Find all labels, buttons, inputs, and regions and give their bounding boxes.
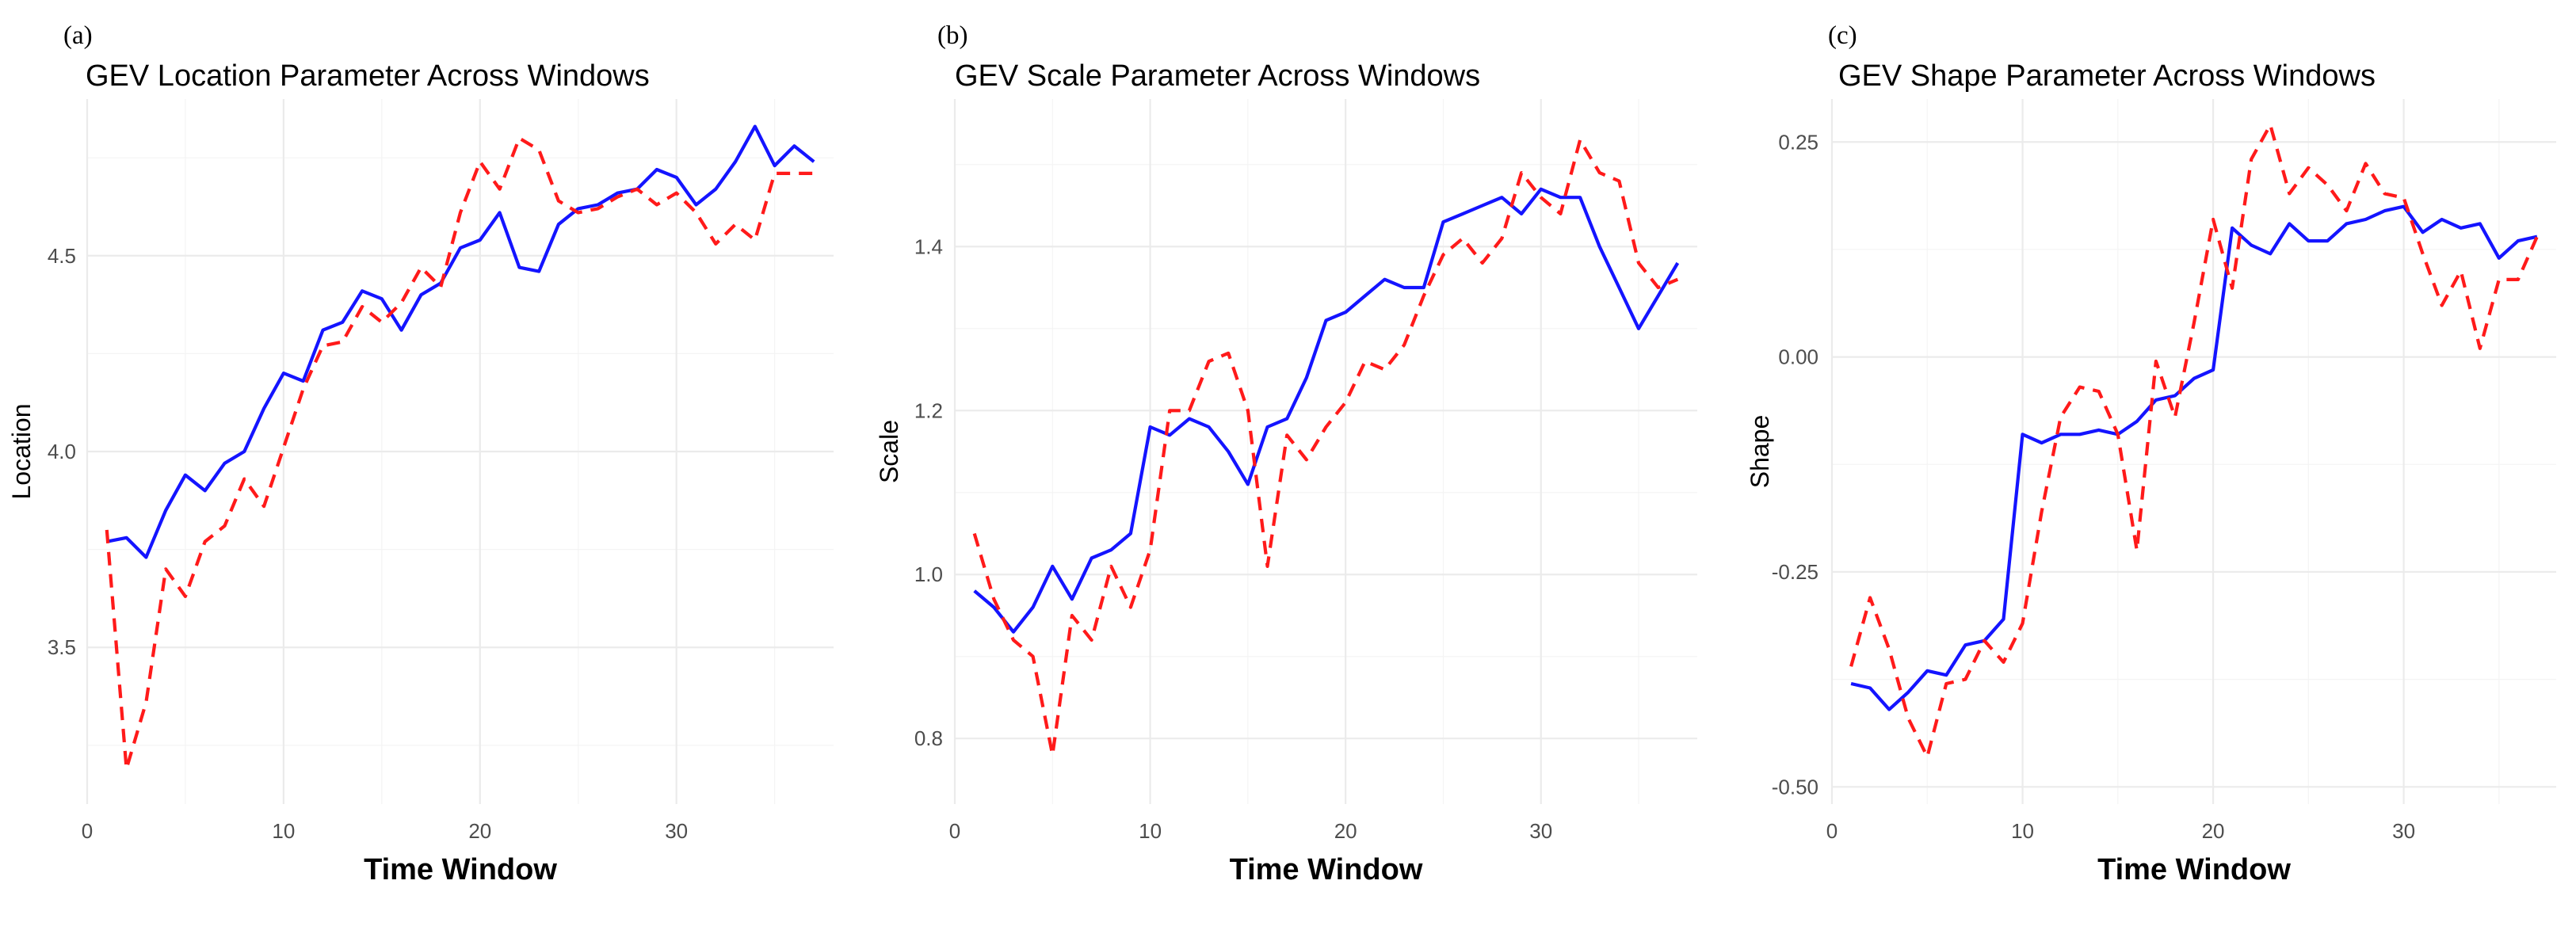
series-line-solid <box>973 187 1680 634</box>
y-tick-label: 3.5 <box>48 635 76 659</box>
x-tick-label: 10 <box>1139 819 1162 843</box>
panel-label: (b) <box>937 21 967 50</box>
y-tick-label: 1.0 <box>914 562 943 586</box>
y-axis-title: Location <box>7 404 36 500</box>
y-tick-label: 4.0 <box>48 440 76 463</box>
panel-label: (a) <box>63 21 93 50</box>
x-tick-label: 30 <box>1529 819 1552 843</box>
series-line-solid <box>1850 204 2538 711</box>
x-tick-label: 30 <box>665 819 688 843</box>
y-axis-title: Scale <box>875 420 903 483</box>
x-tick-label: 0 <box>949 819 960 843</box>
x-axis-title: Time Window <box>2097 853 2291 886</box>
series-line-dashed <box>1849 123 2539 759</box>
chart-panel-3: 0 10 20 30 -0.50 -0.25 0.00 0.25 (c) GEV Shape Pa… <box>1746 21 2556 886</box>
y-tick-label: -0.25 <box>1772 560 1818 584</box>
chart-panel-1: 0 10 20 30 3.5 4.0 4.5 (a) GEV Location Paramete… <box>7 21 834 886</box>
y-tick-label: 1.4 <box>914 234 943 258</box>
x-tick-label: 20 <box>2202 819 2225 843</box>
x-axis-title: Time Window <box>1230 853 1423 886</box>
chart-panel-2: 0 10 20 30 0.8 1.0 1.2 1.4 (b) GEV Scale Paramete… <box>875 21 1697 886</box>
x-tick-label: 0 <box>1826 819 1838 843</box>
series-line-solid <box>106 124 815 559</box>
x-tick-label: 10 <box>2011 819 2034 843</box>
y-tick-label: 0.25 <box>1778 130 1818 154</box>
panel-label: (c) <box>1828 21 1857 50</box>
y-tick-label: 0.00 <box>1778 345 1818 369</box>
chart-title: GEV Shape Parameter Across Windows <box>1838 59 2376 93</box>
x-tick-label: 20 <box>1334 819 1357 843</box>
y-axis-title: Shape <box>1746 415 1774 489</box>
chart-title: GEV Scale Parameter Across Windows <box>955 59 1480 93</box>
y-tick-label: 1.2 <box>914 398 943 422</box>
x-axis-title: Time Window <box>364 853 557 886</box>
x-tick-label: 30 <box>2392 819 2415 843</box>
x-tick-label: 10 <box>272 819 295 843</box>
y-tick-label: -0.50 <box>1772 775 1818 799</box>
y-tick-label: 4.5 <box>48 244 76 268</box>
y-tick-label: 0.8 <box>914 726 943 750</box>
chart-title: GEV Location Parameter Across Windows <box>86 59 650 93</box>
series-line-dashed <box>105 136 815 771</box>
x-tick-label: 20 <box>468 819 491 843</box>
x-tick-label: 0 <box>82 819 93 843</box>
series-line-dashed <box>972 138 1679 757</box>
